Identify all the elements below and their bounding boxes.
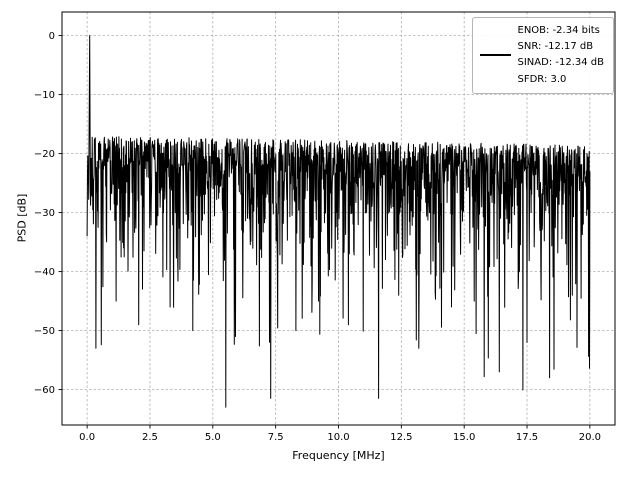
legend-entry-sinad: SINAD: -12.34 dB: [517, 57, 605, 69]
x-tick-label: 20.0: [579, 432, 601, 443]
x-tick-label: 5.0: [205, 432, 221, 443]
y-tick-label: 0: [49, 31, 55, 42]
y-tick-label: −60: [34, 385, 55, 396]
x-tick-label: 2.5: [142, 432, 158, 443]
y-tick-label: −10: [34, 90, 55, 101]
x-tick-label: 12.5: [390, 432, 412, 443]
y-axis-label: PSD [dB]: [15, 193, 29, 243]
y-tick-label: −40: [34, 267, 55, 278]
x-tick-label: 10.0: [327, 432, 349, 443]
x-tick-label: 15.0: [453, 432, 475, 443]
y-tick-label: −30: [34, 208, 55, 219]
x-tick-label: 17.5: [516, 432, 538, 443]
y-tick-label: −20: [34, 149, 55, 160]
x-tick-label: 7.5: [268, 432, 284, 443]
legend-entry-sfdr: SFDR: 3.0: [517, 73, 567, 85]
x-axis-label: Frequency [MHz]: [292, 449, 385, 462]
psd-trace: [86, 35, 591, 408]
legend: ENOB: -2.34 bits SNR: -12.17 dB SINAD: -…: [471, 17, 614, 94]
legend-text-block: ENOB: -2.34 bits SNR: -12.17 dB SINAD: -…: [518, 23, 605, 88]
legend-entry-snr: SNR: -12.17 dB: [517, 41, 594, 53]
legend-line-sample: [479, 54, 511, 57]
y-tick-label: −50: [34, 326, 55, 337]
x-tick-label: 0.0: [79, 432, 95, 443]
legend-entry-enob: ENOB: -2.34 bits: [517, 25, 600, 36]
